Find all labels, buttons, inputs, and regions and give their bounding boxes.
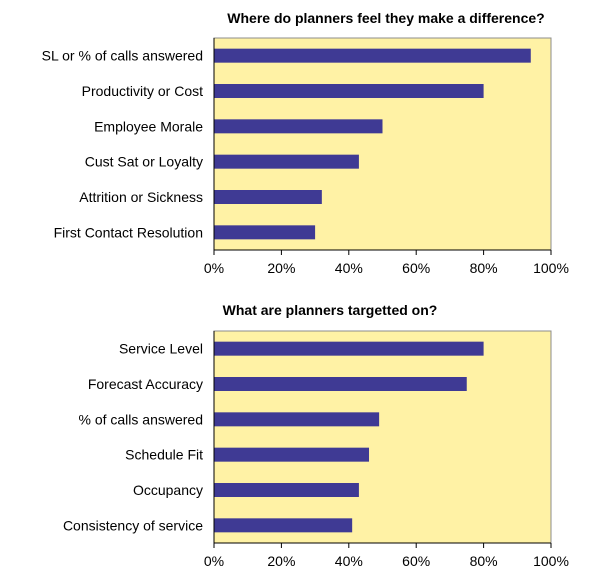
chart-targets: What are planners targetted on? Service …: [63, 302, 569, 569]
x-tick-label: 0%: [204, 260, 224, 276]
category-label: Attrition or Sickness: [79, 189, 203, 205]
x-tick-label: 100%: [533, 553, 569, 569]
category-label: Occupancy: [133, 482, 203, 498]
category-label: Service Level: [119, 341, 203, 357]
category-label: First Contact Resolution: [54, 224, 203, 240]
chart-difference: Where do planners feel they make a diffe…: [42, 10, 569, 276]
bar: [214, 447, 370, 462]
category-label: Forecast Accuracy: [88, 376, 203, 392]
category-label: Cust Sat or Loyalty: [85, 154, 203, 170]
plot-area: [213, 330, 552, 544]
bar: [214, 119, 383, 134]
category-label: Schedule Fit: [125, 447, 203, 463]
bar: [214, 483, 359, 497]
chart-title: Where do planners feel they make a diffe…: [227, 10, 544, 26]
x-tick-label: 100%: [533, 260, 569, 276]
bar: [214, 341, 484, 356]
x-tick-label: 80%: [470, 553, 498, 569]
category-label: Productivity or Cost: [82, 83, 203, 99]
x-tick-label: 40%: [335, 553, 363, 569]
bar: [214, 190, 322, 204]
plot-area: [213, 37, 552, 251]
x-tick-label: 20%: [267, 260, 295, 276]
category-label: Employee Morale: [94, 118, 203, 134]
bar: [214, 84, 484, 98]
chart-title: What are planners targetted on?: [223, 302, 438, 318]
x-tick-label: 80%: [470, 260, 498, 276]
x-tick-label: 60%: [402, 260, 430, 276]
bar: [214, 518, 353, 533]
x-tick-label: 20%: [267, 553, 295, 569]
x-tick-label: 0%: [204, 553, 224, 569]
bar: [214, 154, 359, 169]
bar: [214, 412, 380, 427]
category-label: SL or % of calls answered: [42, 48, 203, 64]
bar: [214, 377, 467, 391]
x-tick-label: 60%: [402, 553, 430, 569]
bar: [214, 48, 531, 63]
bar: [214, 225, 316, 240]
category-label: Consistency of service: [63, 517, 203, 533]
x-tick-label: 40%: [335, 260, 363, 276]
category-label: % of calls answered: [78, 411, 203, 427]
